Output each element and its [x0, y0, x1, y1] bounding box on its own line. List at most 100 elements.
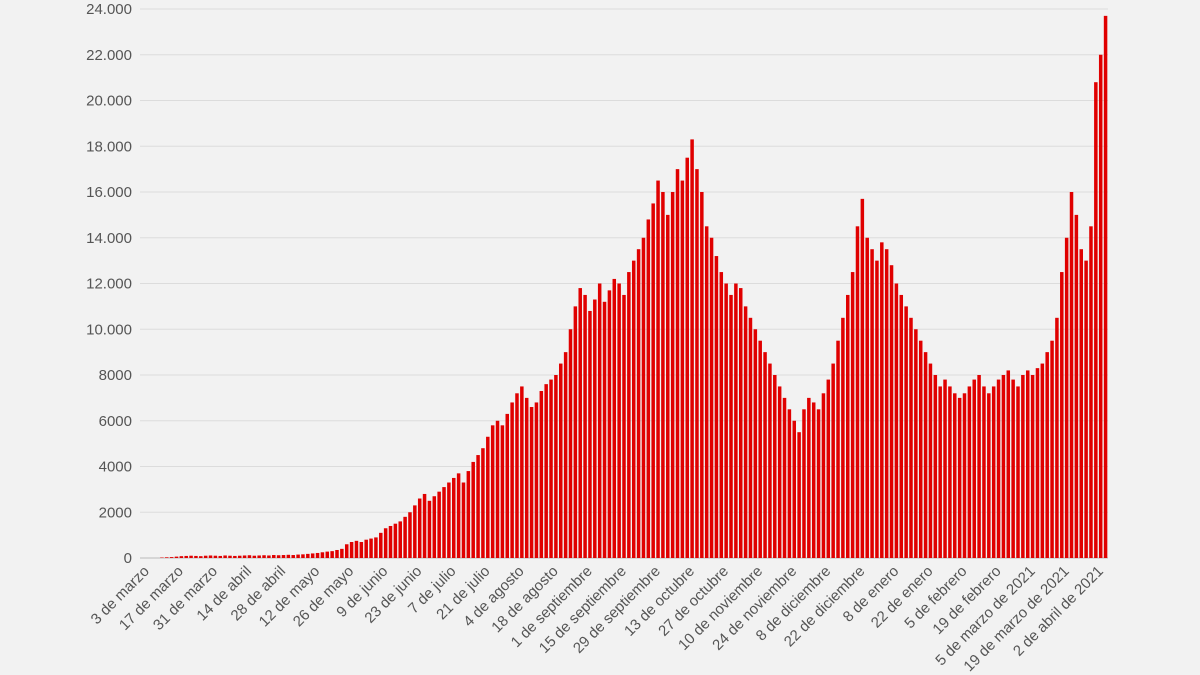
- bar: [597, 283, 602, 558]
- y-tick-label: 12.000: [86, 276, 132, 293]
- bar: [374, 537, 378, 558]
- bar: [257, 555, 261, 558]
- y-tick-label: 6000: [99, 413, 132, 430]
- bar: [408, 512, 412, 558]
- bar: [349, 541, 354, 558]
- bar: [398, 521, 402, 558]
- bar: [267, 555, 271, 558]
- bar: [836, 340, 840, 558]
- bar: [685, 157, 689, 558]
- bar: [1069, 192, 1074, 558]
- y-axis-tick-labels: 0 2000 4000 6000 8000 10.000 12.000 14.000 16.00…: [86, 1, 132, 567]
- bar: [544, 384, 548, 558]
- bar: [413, 505, 417, 558]
- y-tick-label: 4000: [99, 459, 132, 476]
- bar: [846, 294, 850, 558]
- bar: [690, 139, 694, 558]
- bar: [1040, 363, 1045, 558]
- bar: [855, 226, 860, 558]
- bar: [568, 329, 573, 558]
- bar: [821, 393, 826, 558]
- bar: [1011, 379, 1015, 558]
- bar: [578, 288, 582, 558]
- bar: [972, 379, 976, 558]
- bar: [612, 278, 617, 558]
- bar: [714, 256, 719, 558]
- bar: [500, 425, 505, 558]
- bar: [870, 249, 874, 558]
- bar: [549, 379, 553, 558]
- bar: [865, 237, 869, 558]
- bar: [928, 363, 933, 558]
- bar: [184, 555, 188, 558]
- bar: [1006, 370, 1011, 558]
- bar: [432, 496, 437, 558]
- bar: [344, 544, 349, 558]
- bar: [291, 555, 295, 558]
- y-tick-label: 14.000: [86, 230, 132, 247]
- bar: [724, 283, 728, 558]
- bar: [1079, 249, 1083, 558]
- bar: [938, 386, 942, 558]
- bar: [787, 409, 792, 558]
- bar: [899, 294, 904, 558]
- bar: [841, 317, 845, 558]
- bar: [315, 552, 320, 558]
- bar: [914, 329, 918, 558]
- bar: [1001, 375, 1006, 558]
- bar: [554, 375, 558, 558]
- y-tick-label: 16.000: [86, 184, 132, 201]
- bar: [335, 549, 339, 558]
- bar: [622, 294, 626, 558]
- bar: [1035, 368, 1040, 558]
- bar: [987, 393, 991, 558]
- bar: [417, 498, 422, 558]
- bar: [875, 260, 879, 559]
- bar: [203, 555, 208, 558]
- bar: [1074, 214, 1079, 559]
- bar: [1055, 317, 1059, 558]
- bar: [957, 397, 962, 559]
- bar: [199, 556, 203, 558]
- bar: [194, 555, 198, 558]
- bar: [962, 393, 967, 558]
- bar: [490, 425, 495, 558]
- bar: [777, 386, 782, 558]
- bar: [884, 249, 889, 558]
- bar: [816, 409, 821, 558]
- bar: [422, 493, 427, 558]
- bar: [1094, 82, 1098, 558]
- bar: [189, 555, 193, 558]
- bar: [466, 471, 471, 558]
- bar: [442, 487, 446, 558]
- bar: [953, 393, 957, 558]
- bar: [1060, 272, 1064, 558]
- bar: [1030, 375, 1035, 558]
- bar: [559, 363, 563, 558]
- bar: [165, 557, 169, 558]
- bar: [228, 555, 232, 558]
- bar: [301, 554, 305, 558]
- bar: [286, 554, 291, 558]
- bar: [364, 539, 368, 558]
- bar: [923, 352, 928, 559]
- bar: [340, 548, 344, 558]
- bar: [276, 555, 281, 558]
- bar: [237, 555, 242, 558]
- bar: [636, 249, 641, 558]
- bar: [1045, 352, 1049, 559]
- bar: [675, 169, 680, 559]
- bar: [850, 272, 855, 558]
- bar: [904, 306, 908, 559]
- y-tick-label: 24.000: [86, 1, 132, 18]
- bar: [510, 402, 514, 558]
- bar: [709, 237, 714, 558]
- bar: [738, 288, 743, 558]
- bar: [524, 397, 529, 559]
- bar: [520, 386, 524, 558]
- bar: [773, 375, 777, 558]
- bar: [680, 180, 685, 558]
- bar: [704, 226, 709, 558]
- bar: [977, 375, 981, 558]
- bar: [748, 317, 753, 558]
